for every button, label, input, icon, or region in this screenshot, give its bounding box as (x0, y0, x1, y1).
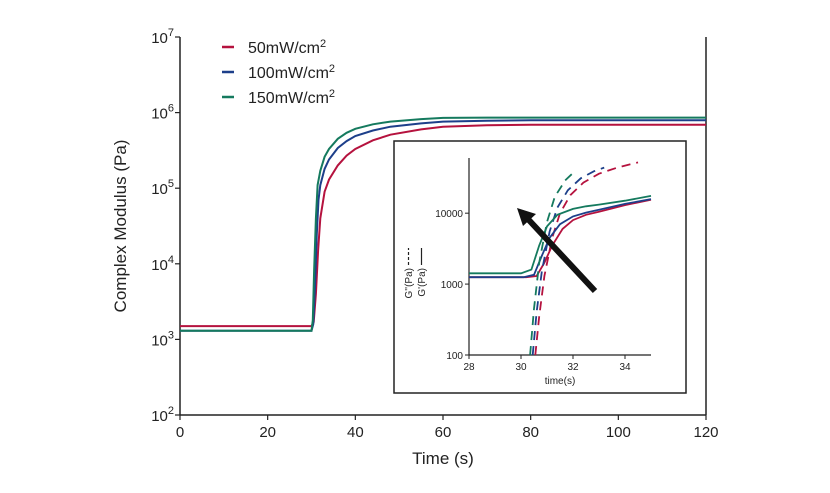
inset-dashed-line-0 (534, 161, 639, 356)
y-tick-label: 104 (151, 254, 174, 274)
inset-x-tick-label: 28 (463, 362, 475, 373)
inset-dashed-line-2 (529, 169, 577, 356)
x-tick-label: 0 (176, 424, 184, 441)
main-axes: 0 20 40 60 80 100 120 102 103 104 105 106 107 (151, 27, 718, 441)
inset-x-tick-label: 30 (515, 362, 527, 373)
series-line-2 (180, 116, 706, 332)
x-tick-label: 120 (693, 424, 718, 441)
legend: 50mW/cm2 100mW/cm2 150mW/cm2 (222, 38, 335, 107)
series-line-1 (180, 119, 706, 332)
inset-dashed-line-1 (531, 166, 605, 356)
x-tick-label: 60 (435, 424, 452, 441)
x-tick-label: 80 (522, 424, 539, 441)
series-line-0 (180, 123, 706, 328)
inset-x-tick-label: 34 (619, 362, 631, 373)
inset-x-axis-title: time(s) (545, 376, 576, 387)
x-tick-label: 100 (606, 424, 631, 441)
inset-y-label-solid: G'(Pa) (417, 268, 428, 297)
y-tick-label: 107 (151, 27, 174, 47)
y-axis-title: Complex Modulus (Pa) (111, 140, 130, 313)
legend-label-0: 50mW/cm2 (248, 38, 326, 57)
inset-y-tick-label: 10000 (435, 209, 463, 220)
inset-y-tick-label: 100 (446, 351, 463, 362)
inset-solid-line-2 (469, 195, 652, 275)
legend-label-1: 100mW/cm2 (248, 63, 335, 82)
x-tick-label: 40 (347, 424, 364, 441)
inset-plot: 28 30 32 34 100 1000 10000 G''(Pa) G'(Pa) (393, 140, 687, 394)
inset-frame (393, 140, 687, 394)
y-tick-label: 105 (151, 178, 174, 198)
inset-x-tick-label: 32 (567, 362, 579, 373)
inset-solid-line-0 (469, 198, 652, 279)
y-tick-label: 106 (151, 103, 174, 123)
inset-arrow-head (517, 208, 536, 226)
x-axis-title: Time (s) (412, 449, 474, 468)
inset-y-tick-label: 1000 (441, 280, 464, 291)
inset-arrow-shaft (524, 215, 598, 294)
main-plot-lines (180, 116, 706, 332)
y-tick-label: 103 (151, 329, 174, 349)
legend-label-2: 150mW/cm2 (248, 88, 335, 107)
x-tick-label: 20 (259, 424, 276, 441)
inset-y-label-dashed: G''(Pa) (404, 268, 415, 299)
inset-solid-line-1 (469, 198, 652, 279)
inset-y-label-solid-group: G'(Pa) (417, 248, 428, 297)
inset-y-label-dashed-group: G''(Pa) (404, 248, 415, 299)
y-tick-label: 102 (151, 405, 174, 425)
